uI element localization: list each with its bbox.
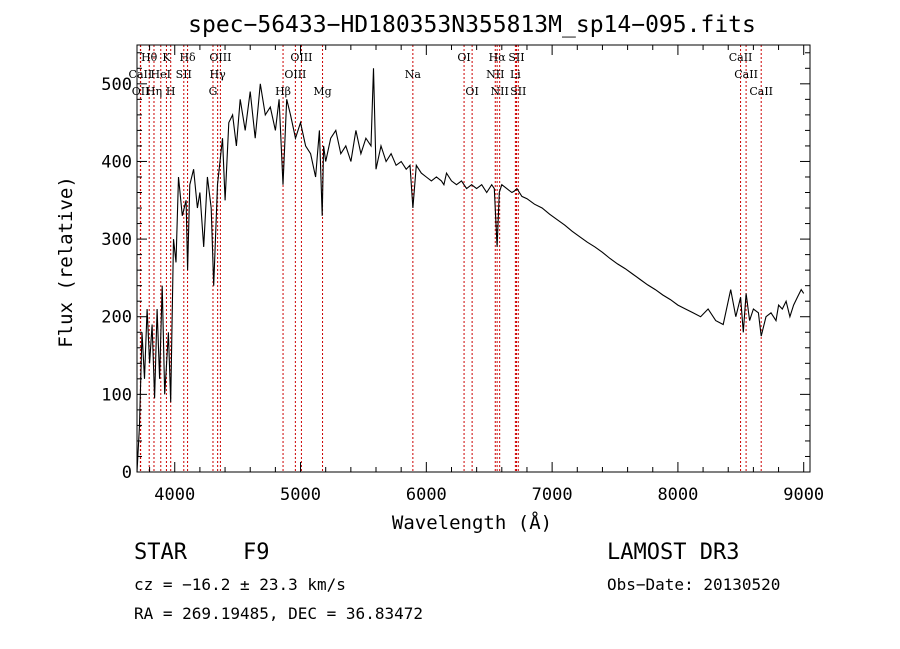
marker-label: SII bbox=[176, 68, 192, 81]
object-class: STAR bbox=[134, 540, 188, 565]
marker-label: NII bbox=[486, 68, 504, 81]
marker-label: CaII bbox=[729, 51, 753, 64]
y-tick-label: 0 bbox=[122, 463, 132, 483]
x-tick-label: 8000 bbox=[657, 485, 698, 505]
y-tick-label: 100 bbox=[101, 385, 132, 405]
x-tick-label: 5000 bbox=[280, 485, 321, 505]
marker-label: G bbox=[209, 85, 218, 98]
marker-label: Na bbox=[405, 68, 422, 81]
marker-label: OIII bbox=[290, 51, 312, 64]
y-axis-label: Flux (relative) bbox=[55, 176, 77, 348]
y-axis: 0 100 200 300 400 500 bbox=[101, 52, 810, 483]
plot-frame bbox=[136, 44, 811, 473]
y-tick-label: 500 bbox=[101, 75, 132, 95]
redshift-cz: cz = −16.2 ± 23.3 km/s bbox=[134, 575, 346, 594]
x-tick-label: 6000 bbox=[406, 485, 447, 505]
spectral-line-markers bbox=[139, 45, 762, 472]
marker-label: NII bbox=[491, 85, 509, 98]
x-tick-label: 4000 bbox=[154, 485, 195, 505]
spectrum-line bbox=[136, 68, 805, 473]
marker-label: Hδ bbox=[179, 51, 196, 64]
marker-label: H bbox=[166, 85, 176, 98]
marker-label: OI bbox=[465, 85, 478, 98]
marker-label: CaII bbox=[734, 68, 758, 81]
observation-date: Obs−Date: 20130520 bbox=[607, 575, 780, 594]
marker-label: Hγ bbox=[210, 68, 227, 81]
x-tick-label: 9000 bbox=[783, 485, 824, 505]
survey-name: LAMOST DR3 bbox=[607, 540, 739, 565]
marker-label: SII bbox=[508, 51, 524, 64]
marker-label: Hβ bbox=[275, 85, 291, 98]
x-axis: 4000 5000 6000 7000 8000 9000 bbox=[149, 45, 824, 505]
x-axis-label: Wavelength (Å) bbox=[392, 511, 552, 534]
marker-label: OII bbox=[132, 85, 150, 98]
marker-label: OI bbox=[457, 51, 470, 64]
marker-label: OIII bbox=[284, 68, 306, 81]
marker-label: Hθ bbox=[141, 51, 158, 64]
marker-label: K bbox=[162, 51, 171, 64]
marker-label: CaII bbox=[749, 85, 773, 98]
marker-label: HeI bbox=[151, 68, 171, 81]
x-tick-label: 7000 bbox=[532, 485, 573, 505]
marker-label: Hη bbox=[146, 85, 162, 98]
chart-title: spec−56433−HD180353N355813M_sp14−095.fit… bbox=[188, 12, 756, 38]
marker-label: Mg bbox=[313, 85, 331, 98]
object-subclass: F9 bbox=[243, 540, 270, 565]
marker-label: OIII bbox=[209, 51, 231, 64]
marker-label: CaII bbox=[129, 68, 153, 81]
y-tick-label: 300 bbox=[101, 230, 132, 250]
y-tick-label: 200 bbox=[101, 308, 132, 328]
y-tick-label: 400 bbox=[101, 152, 132, 172]
marker-label: Hα bbox=[489, 51, 507, 64]
marker-label: SII bbox=[510, 85, 526, 98]
ra-dec: RA = 269.19485, DEC = 36.83472 bbox=[134, 604, 423, 623]
marker-label: Li bbox=[510, 68, 521, 81]
